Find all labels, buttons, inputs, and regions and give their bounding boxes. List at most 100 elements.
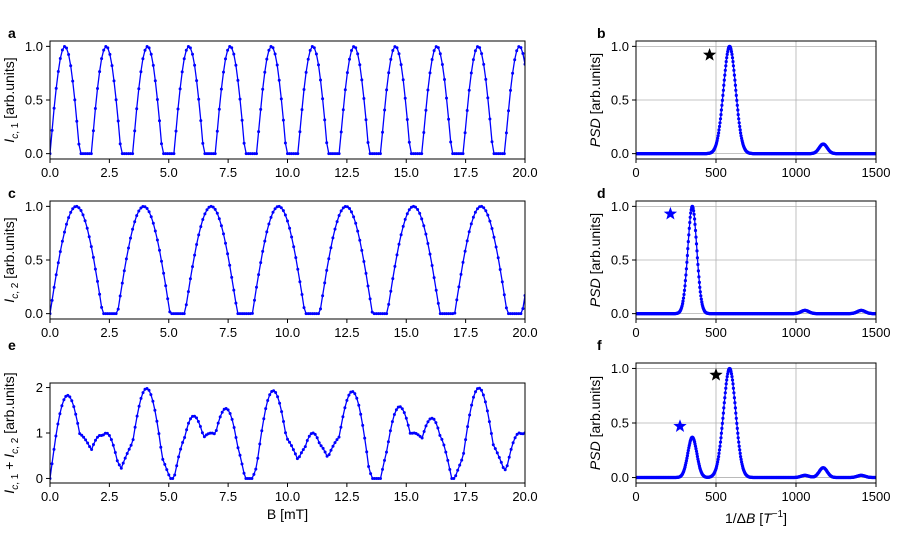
data-point [265, 57, 269, 61]
data-point [385, 312, 389, 316]
y-tick-label: 0.0 [25, 306, 43, 321]
y-axis-label: PSD [arb.units] [587, 53, 603, 147]
data-point [153, 408, 157, 412]
data-point [325, 454, 329, 458]
data-point [58, 57, 62, 60]
data-point [68, 395, 72, 399]
data-point [378, 152, 382, 156]
data-point [494, 152, 498, 156]
data-point [438, 52, 442, 56]
data-point [284, 431, 287, 435]
data-point [404, 416, 408, 420]
data-point [490, 140, 494, 144]
data-point [158, 119, 161, 123]
data-point [298, 130, 302, 134]
data-point [451, 152, 455, 156]
data-point [242, 312, 246, 316]
data-point [149, 393, 153, 397]
data-point [254, 467, 258, 471]
data-point [488, 219, 492, 223]
data-point [127, 447, 131, 451]
data-point [319, 444, 323, 448]
y-tick-label: 0.5 [25, 93, 43, 108]
data-point [389, 57, 393, 61]
data-point [314, 312, 318, 316]
data-point [358, 63, 362, 67]
data-point [478, 386, 481, 390]
data-point [472, 395, 475, 399]
data-point [145, 207, 149, 210]
data-point [438, 433, 442, 437]
data-point [684, 459, 689, 463]
data-point [394, 408, 398, 412]
data-point [381, 130, 384, 134]
data-point [732, 68, 736, 72]
data-point [60, 404, 64, 408]
data-point [108, 52, 112, 56]
x-tick-label: 0.0 [41, 165, 59, 180]
data-point [174, 129, 178, 133]
data-point [296, 152, 300, 156]
x-tick-label: 20.0 [512, 325, 537, 340]
data-point [131, 227, 135, 231]
data-point [201, 141, 205, 145]
data-point [685, 253, 690, 258]
data-point [133, 220, 137, 224]
data-point [319, 78, 322, 82]
data-point [736, 113, 740, 117]
x-tick-label: 17.5 [453, 489, 478, 504]
data-point [129, 236, 132, 240]
data-point [56, 70, 60, 73]
data-point [696, 262, 700, 267]
data-point [213, 152, 217, 156]
data-point [141, 57, 145, 61]
data-point [500, 280, 504, 284]
data-point [313, 432, 317, 436]
data-point [480, 388, 483, 392]
data-point [684, 273, 688, 277]
data-point [290, 152, 294, 156]
data-point [717, 448, 722, 452]
data-point [248, 152, 252, 156]
data-point [386, 440, 390, 444]
data-point [730, 52, 734, 57]
data-point [217, 217, 221, 221]
data-point [135, 414, 139, 418]
data-point [348, 57, 351, 61]
data-point [730, 375, 734, 379]
data-point [696, 457, 700, 461]
x-tick-label: 15.0 [394, 325, 419, 340]
data-point [426, 88, 430, 92]
data-point [147, 210, 151, 214]
data-point [222, 232, 225, 236]
data-point [281, 209, 285, 213]
data-point [432, 417, 436, 421]
data-point [403, 96, 407, 100]
data-point [191, 265, 194, 269]
data-point [224, 57, 227, 61]
data-point [63, 230, 66, 234]
data-point [111, 443, 115, 447]
x-tick-label: 15.0 [394, 489, 419, 504]
data-point [360, 78, 364, 82]
data-point [234, 301, 238, 305]
data-point [366, 141, 370, 144]
data-point [298, 280, 302, 284]
data-point [440, 63, 444, 66]
data-point [230, 417, 234, 421]
series-line [50, 387, 525, 480]
data-point [133, 425, 137, 429]
data-point [501, 466, 505, 469]
data-point [118, 294, 122, 298]
data-point [160, 259, 163, 263]
x-tick-label: 2.5 [100, 165, 118, 180]
data-point [692, 212, 696, 216]
data-point [82, 435, 86, 439]
data-point [98, 292, 102, 296]
data-point [125, 452, 129, 455]
data-point [155, 98, 159, 101]
data-point [341, 415, 345, 419]
data-point [317, 441, 321, 445]
series-d [636, 204, 876, 316]
data-point [719, 436, 723, 440]
